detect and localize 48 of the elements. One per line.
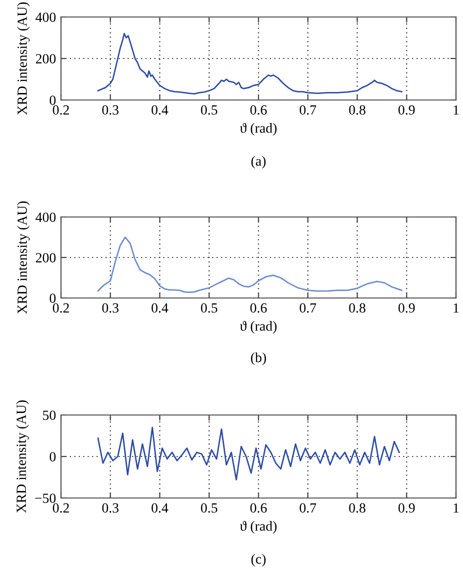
- x-tick-label: 1: [454, 303, 459, 312]
- x-tick-label: 0.9: [398, 303, 415, 313]
- x-tick-label: 1: [454, 503, 459, 512]
- x-tick-label: 0.5: [200, 303, 218, 313]
- y-tick-label: −50: [35, 494, 56, 503]
- x-tick-label: 0.3: [102, 503, 119, 513]
- y-tick-label: 0: [50, 294, 56, 303]
- x-tick-label: 0.5: [200, 503, 218, 513]
- x-tick-label: 0.4: [152, 105, 168, 115]
- x-tick-label: 0.9: [398, 503, 415, 513]
- x-tick-label: 0.2: [52, 105, 69, 115]
- y-tick-label: 400: [36, 212, 56, 222]
- y-axis-title: XRD intensity (AU): [17, 201, 30, 314]
- x-tick-label: 0.7: [300, 503, 316, 513]
- y-tick-label: 400: [36, 12, 56, 22]
- x-axis-title: ϑ (rad): [240, 123, 277, 136]
- x-tick-label: 0.6: [250, 303, 267, 313]
- x-tick-label: 0.2: [52, 503, 69, 513]
- line-series: [97, 236, 402, 294]
- x-tick-label: 0.7: [300, 105, 316, 115]
- y-tick-label: 50: [43, 410, 56, 420]
- x-tick-label: 0.3: [102, 303, 119, 313]
- x-tick-label: 0.7: [300, 303, 316, 313]
- y-tick-label: 0: [50, 452, 56, 462]
- text: (b): [251, 352, 266, 366]
- x-tick-label: 0.9: [398, 105, 415, 115]
- x-tick-label: 0.3: [102, 105, 119, 115]
- x-tick-label: 0.4: [152, 303, 168, 313]
- y-tick-label: 0: [50, 96, 56, 105]
- x-tick-label: 0.4: [152, 503, 168, 513]
- y-tick-label: 200: [36, 253, 56, 262]
- x-tick-label: 0.8: [349, 303, 366, 313]
- text: (c): [251, 554, 266, 567]
- y-tick-label: 200: [36, 54, 56, 64]
- text: (a): [251, 156, 266, 169]
- x-tick-label: 0.6: [250, 503, 267, 513]
- x-tick-label: 0.5: [200, 105, 218, 115]
- x-tick-label: 0.8: [349, 503, 366, 513]
- line-series: [97, 32, 402, 94]
- x-tick-label: 0.2: [52, 303, 69, 313]
- x-axis-title: ϑ (rad): [240, 321, 277, 334]
- x-axis-title: ϑ (rad): [240, 521, 277, 534]
- x-tick-label: 0.6: [250, 105, 267, 115]
- line-series: [97, 426, 400, 480]
- x-tick-label: 0.8: [349, 105, 366, 115]
- y-axis-title: XRD intensity (AU): [16, 400, 29, 513]
- x-tick-label: 1: [454, 105, 459, 114]
- y-axis-title: XRD intensity (AU): [17, 2, 30, 115]
